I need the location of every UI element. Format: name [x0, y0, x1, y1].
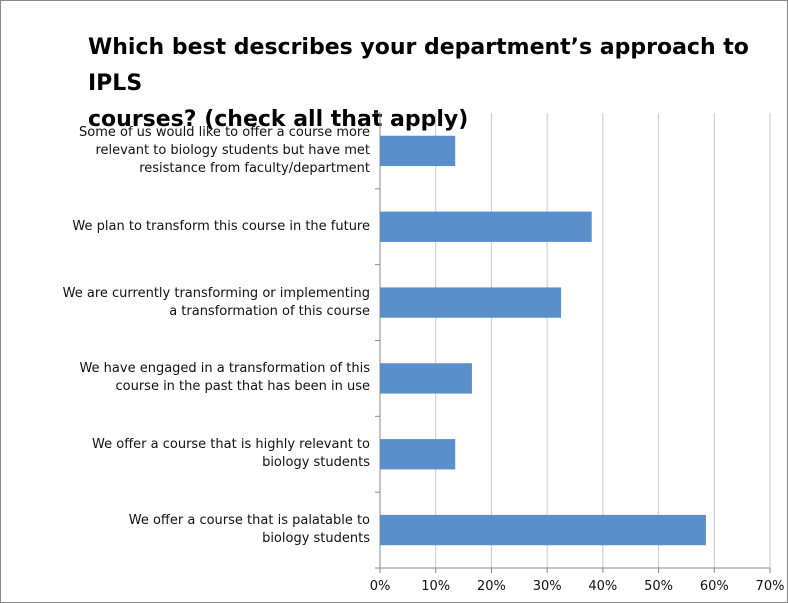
x-tick-label: 20%	[477, 579, 506, 594]
bar	[380, 211, 592, 242]
y-tick-label: We offer a course that is highly relevan…	[92, 437, 370, 471]
y-tick-label: We are currently transforming or impleme…	[62, 285, 370, 319]
chart-title: Which best describes your department’s a…	[88, 35, 749, 132]
x-tick-label: 40%	[588, 579, 617, 594]
bar	[380, 514, 706, 546]
bar	[380, 439, 456, 470]
bar	[380, 135, 456, 167]
bar	[380, 363, 472, 394]
x-tick-label: 10%	[421, 579, 450, 594]
y-tick-label: We plan to transform this course in the …	[72, 218, 370, 234]
y-tick-label: We have engaged in a transformation of t…	[79, 361, 370, 395]
x-tick-label: 30%	[533, 579, 562, 594]
y-tick-label: We offer a course that is palatable to b…	[128, 513, 370, 547]
x-tick-label: 60%	[700, 579, 729, 594]
y-tick-label: Some of us would like to offer a course …	[79, 124, 370, 176]
bar	[380, 287, 562, 318]
x-tick-label: 50%	[644, 579, 673, 594]
x-tick-label: 70%	[756, 579, 785, 594]
x-tick-label: 0%	[370, 579, 391, 594]
